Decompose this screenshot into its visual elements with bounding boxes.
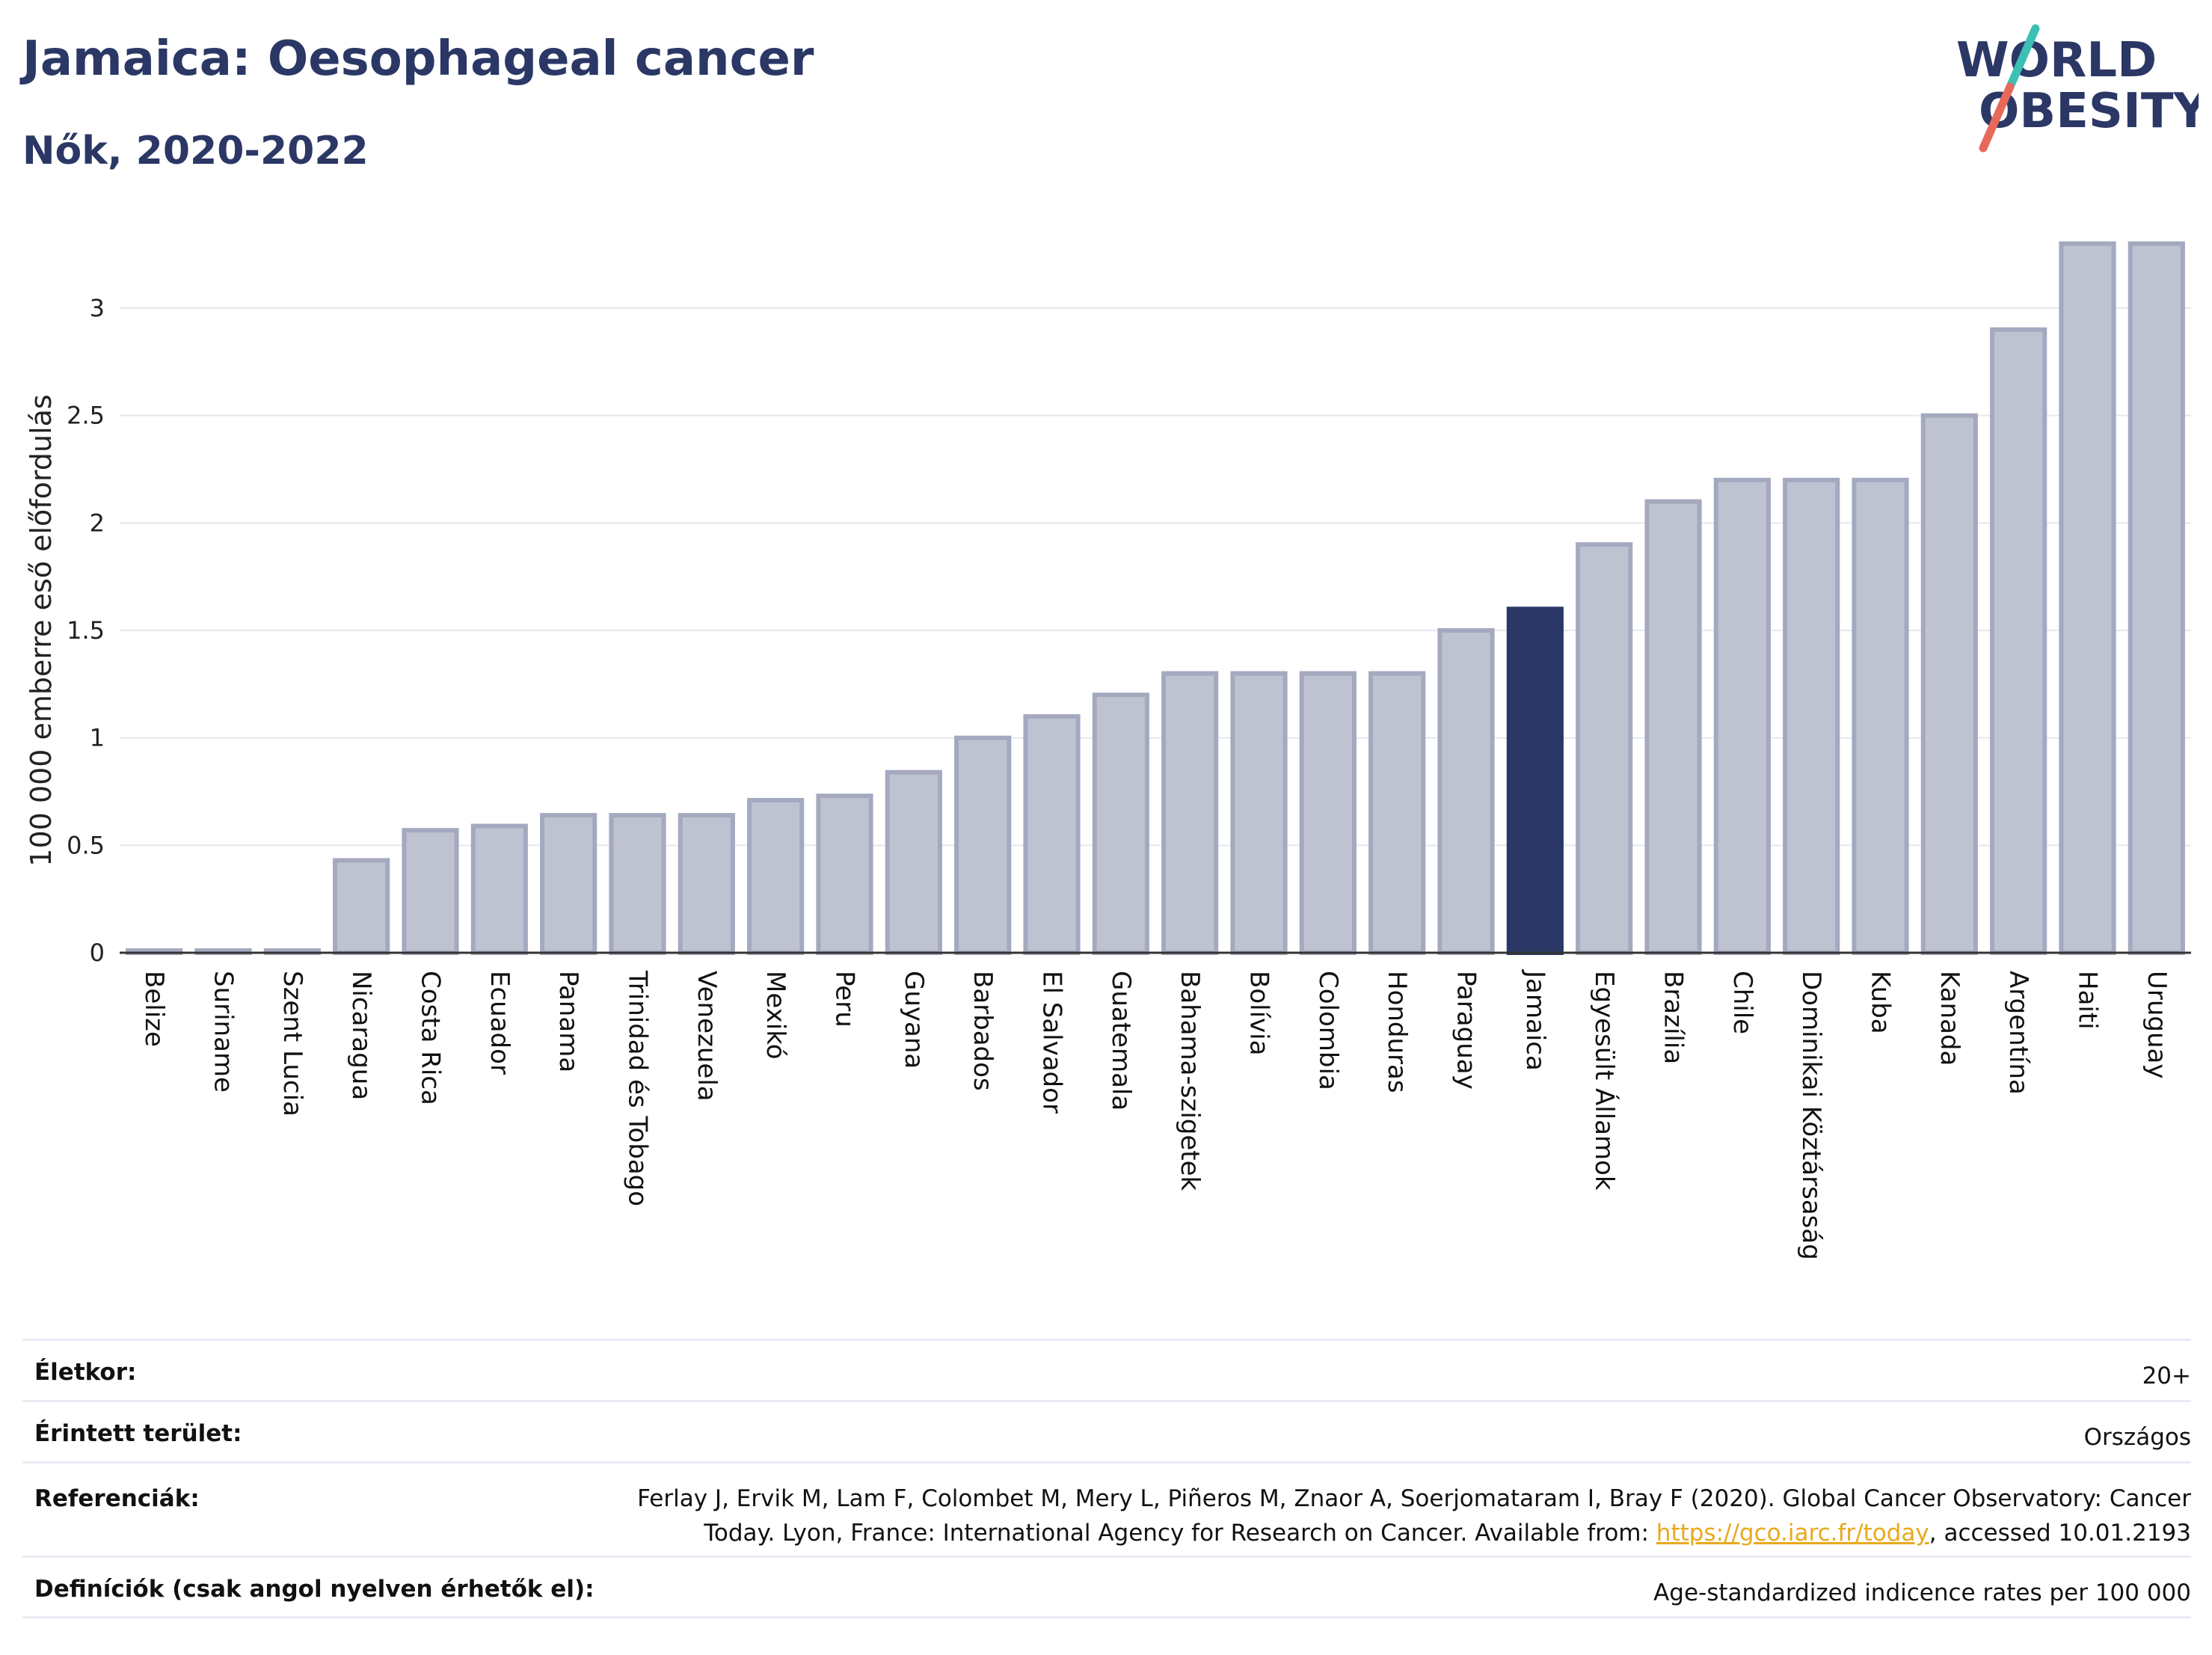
x-tick-label: Panama: [553, 971, 583, 1072]
bar-chart: 0 0.5 1 1.5 2 2.5 3 100 000 emberre eső előford…: [25, 241, 2191, 1260]
y-tick-label: 0.5: [67, 831, 105, 859]
age-value: 20+: [2142, 1363, 2191, 1390]
x-tick-label: Peru: [830, 971, 860, 1028]
bar-costa-rica: [402, 828, 459, 955]
x-tick-label: Mexikó: [761, 971, 790, 1060]
x-tick-label: Venezuela: [692, 971, 722, 1102]
page-subtitle: Nők, 2020-2022: [22, 129, 369, 174]
bar-dominikai-köztársaság: [1783, 477, 1840, 955]
bar-kanada: [1920, 413, 1978, 955]
y-tick-label: 1.5: [67, 616, 105, 645]
definitions-label: Definíciók (csak angol nyelven érhetők e…: [34, 1576, 595, 1603]
info-table: Életkor: 20+ Érintett terület: Országos …: [22, 1339, 2191, 1618]
bar-bahama-szigetek: [1161, 671, 1219, 955]
x-tick-label: Kuba: [1866, 971, 1896, 1034]
y-tick-label: 2.5: [67, 402, 105, 430]
info-row-references: Referenciák: Ferlay J, Ervik M, Lam F, C…: [22, 1461, 2191, 1556]
x-tick-label: Paraguay: [1451, 971, 1481, 1090]
bar-venezuela: [678, 813, 735, 956]
y-tick-label: 0: [90, 939, 105, 967]
y-axis-label: 100 000 emberre eső előfordulás: [25, 394, 58, 866]
bar-honduras: [1368, 671, 1426, 955]
x-tick-label: Suriname: [209, 971, 239, 1093]
world-obesity-logo: WORLD OBESITY: [1956, 24, 2199, 153]
x-tick-label: Belize: [139, 971, 169, 1047]
info-row-area: Érintett terület: Országos: [22, 1400, 2191, 1461]
bar-bolívia: [1230, 671, 1288, 955]
bar-brazília: [1644, 499, 1702, 955]
bar-peru: [816, 793, 873, 956]
y-tick-label: 2: [90, 509, 105, 537]
x-tick-label: El Salvador: [1037, 971, 1067, 1114]
reference-link[interactable]: https://gco.iarc.fr/today: [1656, 1520, 1929, 1547]
x-tick-label: Guyana: [899, 971, 929, 1069]
x-tick-label: Chile: [1727, 971, 1757, 1034]
y-tick-label: 1: [90, 724, 105, 752]
logo-line-1: WORLD: [1956, 33, 2157, 88]
bar-guyana: [885, 770, 942, 956]
bar-colombia: [1299, 671, 1357, 955]
bar-jamaica: [1506, 607, 1564, 955]
bar-el-salvador: [1023, 713, 1081, 956]
x-tick-label: Trinidad és Tobago: [623, 970, 653, 1206]
bar-uruguay: [2127, 241, 2185, 955]
references-label: Referenciák:: [34, 1485, 200, 1512]
x-tick-label: Ecuador: [485, 971, 514, 1075]
bar-ecuador: [470, 823, 528, 956]
bar-argentína: [1990, 327, 2047, 955]
info-row-age: Életkor: 20+: [22, 1339, 2191, 1400]
reference-line-2-start: Today. Lyon, France: International Agenc…: [704, 1520, 1656, 1547]
bar-haiti: [2059, 241, 2116, 955]
x-tick-label: Egyesült Államok: [1589, 971, 1620, 1191]
logo-line-2: OBESITY: [1979, 84, 2199, 139]
bar-kuba: [1852, 477, 1909, 955]
x-tick-label: Bolívia: [1244, 971, 1274, 1055]
x-tick-label: Guatemala: [1106, 971, 1136, 1111]
x-tick-label: Brazília: [1659, 971, 1689, 1064]
reference-line-2-end: , accessed 10.01.2193: [1929, 1520, 2191, 1547]
bar-trinidad-és-tobago: [609, 813, 666, 956]
bar-panama: [540, 813, 597, 956]
x-tick-label: Dominikai Köztársaság: [1796, 971, 1826, 1260]
references-value: Ferlay J, Ervik M, Lam F, Colombet M, Me…: [637, 1481, 2191, 1550]
area-value: Országos: [2083, 1424, 2191, 1451]
x-tick-label: Costa Rica: [416, 971, 446, 1105]
x-tick-label: Argentína: [2003, 971, 2033, 1095]
reference-line-1: Ferlay J, Ervik M, Lam F, Colombet M, Me…: [637, 1485, 2191, 1512]
x-tick-label: Jamaica: [1520, 969, 1550, 1071]
page-title: Jamaica: Oesophageal cancer: [22, 31, 814, 87]
logo-slash-teal: [2006, 24, 2040, 91]
bar-mexikó: [747, 797, 805, 955]
bar-nicaragua: [333, 858, 390, 955]
info-row-definitions: Definíciók (csak angol nyelven érhetők e…: [22, 1556, 2191, 1618]
bar-paraguay: [1437, 628, 1495, 955]
x-tick-label: Barbados: [968, 971, 998, 1091]
definitions-value: Age-standardized indicence rates per 100…: [1653, 1579, 2191, 1606]
x-tick-label: Honduras: [1382, 971, 1412, 1093]
bar-guatemala: [1092, 693, 1149, 955]
age-label: Életkor:: [34, 1359, 137, 1386]
x-tick-label: Colombia: [1313, 971, 1343, 1090]
bar-barbados: [954, 735, 1012, 956]
bar-chile: [1713, 477, 1771, 955]
x-tick-label: Bahama-szigetek: [1175, 971, 1205, 1191]
x-tick-label: Haiti: [2073, 971, 2103, 1030]
area-label: Érintett terület:: [34, 1420, 242, 1447]
x-tick-label: Szent Lucia: [277, 971, 307, 1117]
logo-slash-red: [1979, 82, 2015, 153]
x-tick-label: Nicaragua: [346, 971, 376, 1100]
x-tick-label: Uruguay: [2142, 971, 2172, 1079]
y-tick-label: 3: [90, 294, 105, 322]
x-tick-label: Kanada: [1935, 971, 1964, 1066]
bar-egyesült-államok: [1576, 542, 1633, 955]
